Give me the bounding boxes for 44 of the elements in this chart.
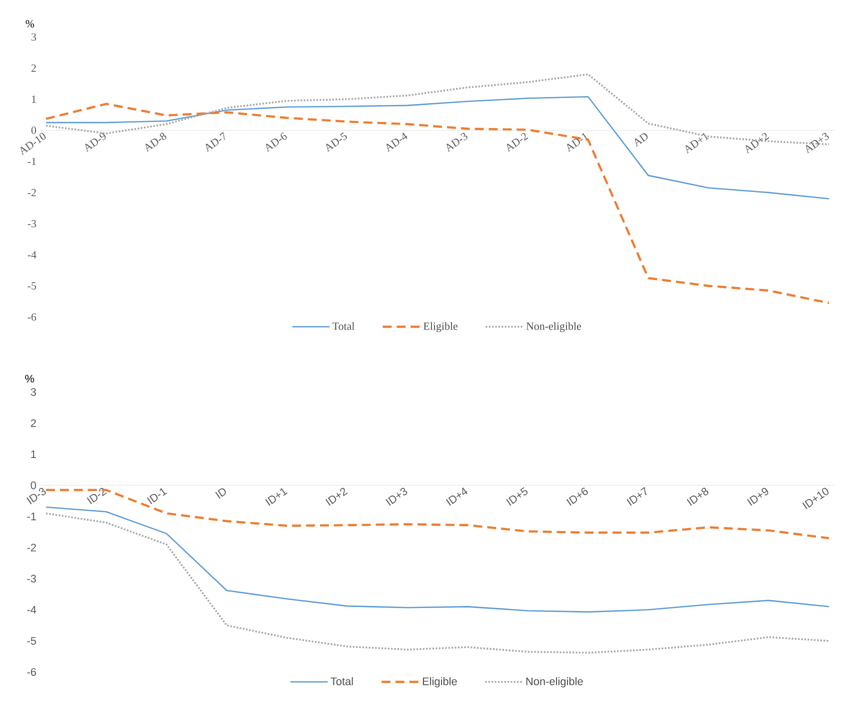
y-tick-label: -2 bbox=[28, 188, 36, 196]
y-tick-label: 1 bbox=[31, 450, 36, 458]
y-axis-title: % bbox=[25, 374, 34, 383]
y-tick-label: -1 bbox=[27, 512, 36, 520]
y-tick-label: -5 bbox=[28, 282, 36, 290]
y-tick-label: 2 bbox=[31, 64, 36, 72]
x-tick-label: ID-1 bbox=[147, 488, 168, 504]
line-series bbox=[45, 512, 830, 654]
x-tick-label: ID-2 bbox=[86, 488, 107, 504]
y-tick-label: -4 bbox=[27, 606, 36, 614]
y-tick-label: -3 bbox=[27, 574, 36, 583]
y-tick-label: -3 bbox=[28, 220, 36, 228]
y-tick-label: -6 bbox=[27, 668, 36, 676]
legend-label: Eligible bbox=[424, 322, 458, 332]
x-tick-label: ID+8 bbox=[686, 488, 708, 506]
x-tick-label: ID+4 bbox=[446, 488, 468, 506]
x-tick-label: ID+3 bbox=[386, 488, 408, 506]
x-tick-label: ID+6 bbox=[566, 488, 588, 506]
x-tick-label: AD bbox=[634, 133, 648, 147]
y-tick-label: 3 bbox=[32, 33, 36, 41]
x-tick-label: ID+9 bbox=[747, 488, 768, 506]
y-tick-label: -6 bbox=[28, 313, 36, 321]
x-tick-label: ID+2 bbox=[325, 488, 348, 506]
y-tick-label: -5 bbox=[27, 637, 36, 645]
y-tick-label: 2 bbox=[30, 419, 36, 427]
y-tick-label: 3 bbox=[30, 388, 36, 396]
line-series bbox=[44, 488, 830, 540]
y-tick-label: -4 bbox=[28, 251, 36, 258]
x-tick-label: ID+1 bbox=[265, 488, 288, 506]
x-tick-label: ID bbox=[215, 488, 226, 499]
y-tick-label: -1 bbox=[28, 158, 36, 166]
legend-label: Eligible bbox=[422, 677, 457, 688]
y-tick-label: 0 bbox=[30, 481, 36, 490]
y-tick-label: 1 bbox=[32, 96, 36, 103]
legend-label: Non-eligible bbox=[526, 322, 582, 332]
legend-label: Total bbox=[332, 322, 354, 330]
line-series bbox=[44, 102, 830, 304]
y-tick-label: 0 bbox=[31, 126, 36, 134]
y-axis-title: % bbox=[26, 20, 34, 28]
x-tick-label: ID-3 bbox=[26, 488, 46, 504]
y-tick-label: -2 bbox=[27, 544, 36, 552]
line-series bbox=[45, 96, 830, 200]
legend-label: Total bbox=[330, 677, 353, 686]
legend-label: Non-eligible bbox=[526, 677, 583, 688]
